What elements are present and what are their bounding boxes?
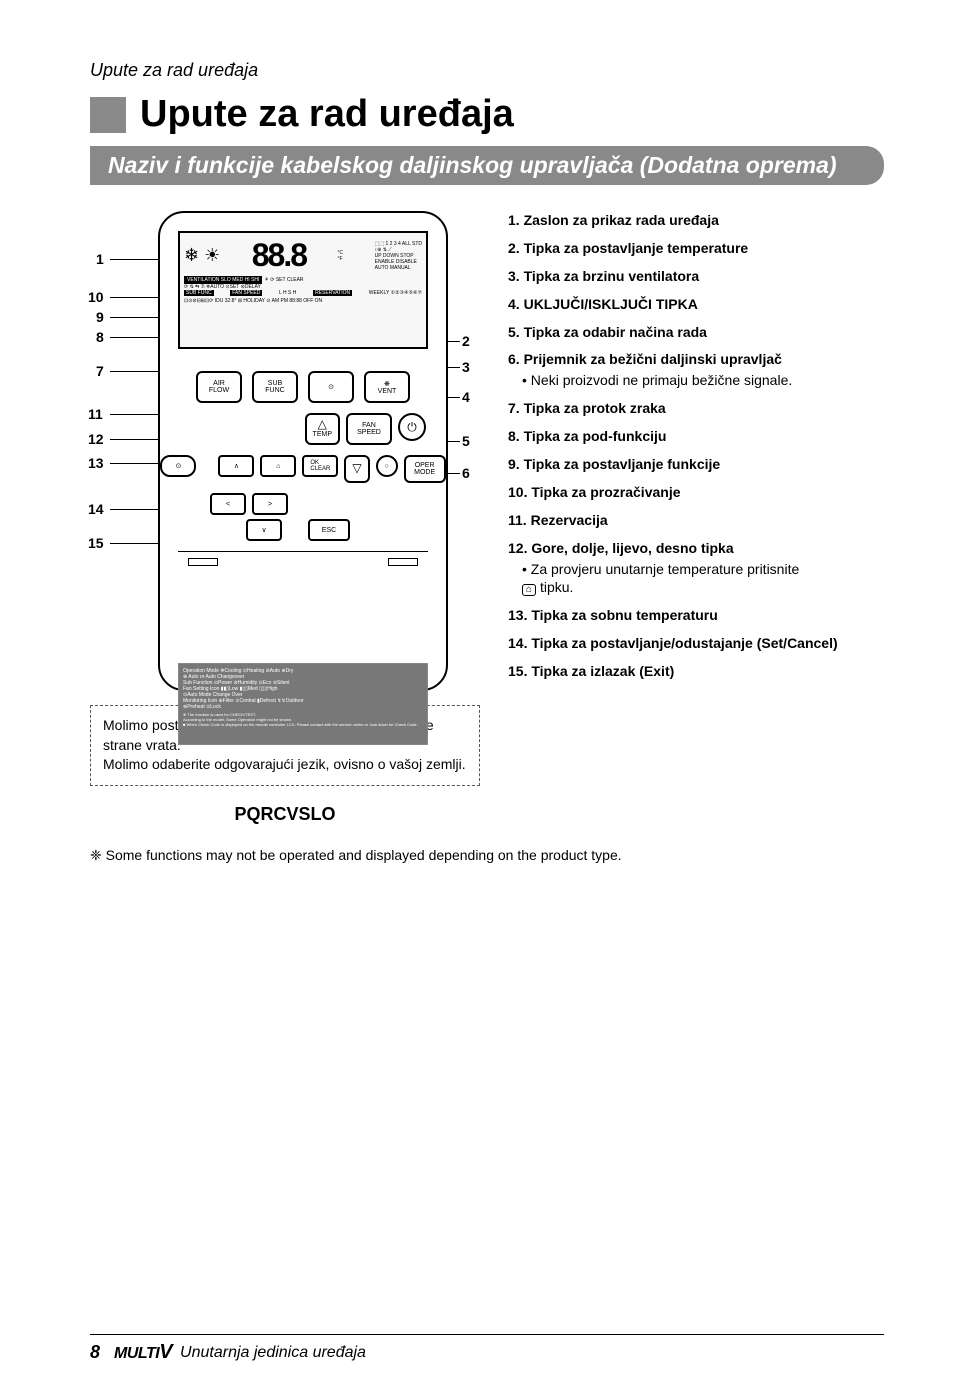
list-item: 15. Tipka za izlazak (Exit) (508, 662, 884, 681)
list-item: 14. Tipka za postavljanje/odustajanje (S… (508, 634, 884, 653)
fan-speed-button[interactable]: FAN SPEED (346, 413, 392, 445)
callout-11: 11 (88, 406, 103, 422)
callout-12: 12 (88, 431, 104, 447)
temp-down-group: ▽ (344, 455, 369, 483)
vent-button[interactable]: ❋ VENT (364, 371, 410, 403)
setclear-label: ⚘ ⟳ SET CLEAR (264, 277, 303, 283)
home-icon: ⌂ (522, 584, 536, 596)
ok-clear-button[interactable]: OK CLEAR (302, 455, 338, 477)
sub-func-bar: SUB FUNC (184, 290, 214, 296)
diagram-column: 1 10 9 8 7 11 12 13 14 15 2 3 4 5 6 (90, 211, 480, 825)
air-flow-button[interactable]: AIR FLOW (196, 371, 242, 403)
oper-mode-button[interactable]: OPER MODE (404, 455, 446, 483)
list-item: 9. Tipka za postavljanje funkcije (508, 455, 884, 474)
list-sub: • Neki proizvodi ne primaju bežične sign… (522, 371, 884, 390)
list-item: 2. Tipka za postavljanje temperature (508, 239, 884, 258)
divider (178, 551, 428, 552)
reservation-bar: RESERVATION (313, 290, 352, 296)
timer-button[interactable]: ⊙ (160, 455, 196, 477)
fan-speed-bar: FAN SPEED (230, 290, 262, 296)
list-item: 13. Tipka za sobnu temperaturu (508, 606, 884, 625)
footer-unit: Unutarnja jedinica uređaja (180, 1344, 366, 1362)
feature-list: 1. Zaslon za prikaz rada uređaja 2. Tipk… (508, 211, 884, 825)
weekly-label: WEEKLY ①②③④⑤⑥⑦ (369, 290, 422, 296)
title-row: Upute za rad uređaja (90, 93, 884, 136)
list-item: 11. Rezervacija (508, 511, 884, 530)
list-item: 5. Tipka za odabir načina rada (508, 323, 884, 342)
ventilation-bar: VENTILATION SLO MED HI SHI (184, 276, 262, 284)
callout-5: 5 (462, 433, 470, 449)
home-button[interactable]: ⌂ (260, 455, 296, 477)
hinge-left (188, 558, 218, 566)
power-button[interactable]: ⏻ (398, 413, 426, 441)
callout-10: 10 (88, 289, 104, 305)
list-item: 1. Zaslon za prikaz rada uređaja (508, 211, 884, 230)
callout-14: 14 (88, 501, 104, 517)
list-item: 3. Tipka za brzinu ventilatora (508, 267, 884, 286)
hinge-right (388, 558, 418, 566)
subtitle-bar: Naziv i funkcije kabelskog daljinskog up… (90, 146, 884, 185)
button-area: AIR FLOW SUB FUNC ⊙ ❋ VENT △ TEMP FAN SP… (160, 363, 446, 689)
list-sub: • Za provjeru unutarnje temperature prit… (522, 560, 884, 598)
page-footer: 8 MULTIV Unutarnja jedinica uređaja (90, 1334, 884, 1364)
breadcrumb: Upute za rad uređaja (90, 60, 884, 81)
info-panel: Operation Mode ❄Cooling ⊙Heating ⊘Auto ⊕… (178, 663, 428, 745)
holiday-row: ⊡⊙⊘⊟⊞⊡⟳ IDU 32.8° ⊞ HOLIDAY ⊙ AM PM 88:8… (184, 298, 422, 304)
hinge-row (160, 558, 446, 566)
list-item: 10. Tipka za prozračivanje (508, 483, 884, 502)
temp-unit: °C °F (338, 250, 344, 262)
temp-down-button[interactable]: ▽ (352, 461, 361, 475)
left-button[interactable]: < (210, 493, 246, 515)
function-button[interactable]: ⊙ (308, 371, 354, 403)
callout-15: 15 (88, 535, 104, 551)
title-marker (90, 97, 126, 133)
screen-labels: ⬚⬚ 1 2 3 4 ALL STD↕⊕ ⇅ ⟋UP DOWN STOPENAB… (375, 241, 422, 271)
mode-icons: ❄ ☀ (184, 245, 220, 266)
info-footer: ※ The function is used for CHECK/TEST. A… (183, 712, 423, 727)
temp-up-button[interactable]: △ (318, 417, 327, 431)
spacer (288, 519, 302, 541)
brand-logo: MULTIV (114, 1341, 172, 1364)
remote-screen: ❄ ☀ 88.8 °C °F ⬚⬚ 1 2 3 4 ALL STD↕⊕ ⇅ ⟋U… (178, 231, 428, 349)
callout-3: 3 (462, 359, 470, 375)
callout-13: 13 (88, 455, 104, 471)
info-row: ⊕Preheat ⊙Lock (183, 704, 423, 710)
temp-digits: 88.8 (252, 237, 306, 274)
model-number: PQRCVSLO (90, 804, 480, 825)
list-item: 8. Tipka za pod-funkciju (508, 427, 884, 446)
callout-2: 2 (462, 333, 470, 349)
sub-func-button[interactable]: SUB FUNC (252, 371, 298, 403)
list-item: 4. UKLJUČI/ISKLJUČI TIPKA (508, 295, 884, 314)
temp-group: △ TEMP (305, 413, 340, 445)
page-title: Upute za rad uređaja (140, 93, 514, 136)
callout-8: 8 (96, 329, 104, 345)
esc-button[interactable]: ESC (308, 519, 350, 541)
lhsh-label: L H S H (279, 290, 296, 296)
footnote: ❈ Some functions may not be operated and… (90, 847, 884, 864)
callout-9: 9 (96, 309, 104, 325)
callout-4: 4 (462, 389, 470, 405)
page-number: 8 (90, 1342, 100, 1363)
up-button[interactable]: ∧ (218, 455, 254, 477)
callout-7: 7 (96, 363, 104, 379)
indicator-led: ○ (376, 455, 398, 477)
remote-controller: ❄ ☀ 88.8 °C °F ⬚⬚ 1 2 3 4 ALL STD↕⊕ ⇅ ⟋U… (158, 211, 448, 691)
callout-1: 1 (96, 251, 104, 267)
down-button[interactable]: ∨ (246, 519, 282, 541)
list-item: 6. Prijemnik za bežični daljinski upravl… (508, 350, 884, 390)
temp-label: TEMP (313, 431, 332, 438)
callout-6: 6 (462, 465, 470, 481)
spacer (202, 455, 212, 483)
right-button[interactable]: > (252, 493, 288, 515)
list-item: 12. Gore, dolje, lijevo, desno tipka • Z… (508, 539, 884, 598)
note-line-2: Molimo odaberite odgovarajući jezik, ovi… (103, 755, 467, 775)
list-item: 7. Tipka za protok zraka (508, 399, 884, 418)
